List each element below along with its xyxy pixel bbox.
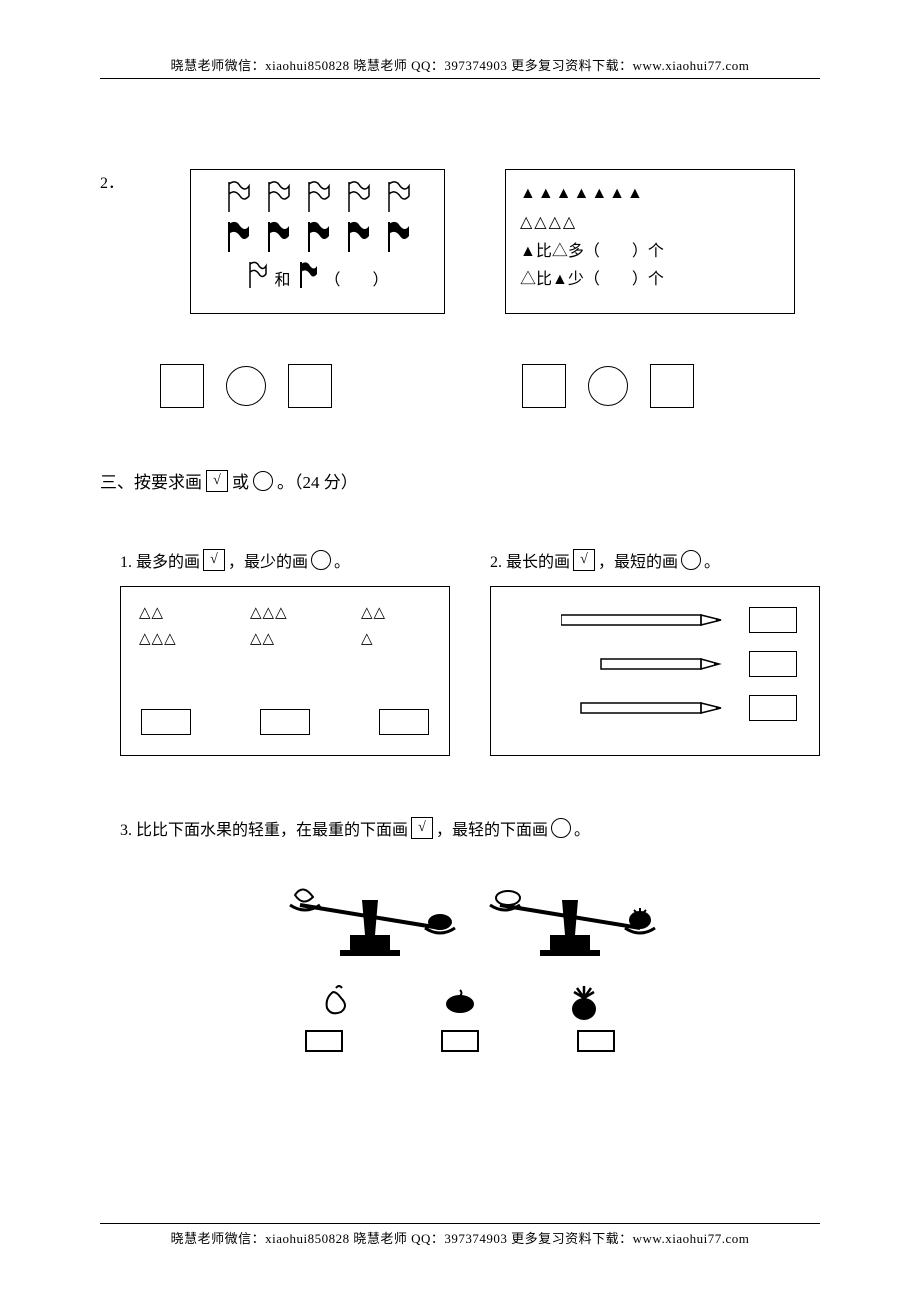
tri-cell: △ (361, 627, 431, 653)
tri-col-3: △△ △ (361, 601, 431, 652)
answer-square[interactable] (650, 364, 694, 408)
pear-icon (319, 984, 353, 1018)
flag-outline-icon (305, 180, 331, 214)
answer-box[interactable] (141, 709, 191, 735)
flag-filled-icon (305, 220, 331, 254)
flag-filled-icon (265, 220, 291, 254)
flag-filled-icon (297, 260, 319, 290)
check-box-icon: √ (411, 817, 433, 839)
answer-box[interactable] (441, 1030, 479, 1052)
answer-square[interactable] (522, 364, 566, 408)
pencil-row (513, 607, 797, 633)
sub-q3-label: 3. 比比下面水果的轻重，在最重的下面画 √ ，最轻的下面画 。 (120, 816, 820, 840)
label-text: ，最短的画 (598, 548, 678, 572)
label-text: 。 (704, 548, 720, 572)
flag-row-filled (205, 220, 430, 254)
flag-filled-icon (345, 220, 371, 254)
answer-box[interactable] (749, 695, 797, 721)
answer-circle[interactable] (226, 366, 266, 406)
section-3-title: 三、按要求画 √ 或 。（24 分） (100, 468, 820, 493)
fruit-icons-row (100, 984, 820, 1022)
pencil-icon (561, 655, 731, 673)
pineapple-icon (567, 984, 601, 1022)
tri-cell: △△△ (250, 601, 320, 627)
text-paren: （ ） (325, 266, 389, 290)
plum-icon (443, 984, 477, 1018)
tri-cell: △△ (139, 601, 209, 627)
flag-outline-icon (345, 180, 371, 214)
label-text: 1. 最多的画 (120, 548, 200, 572)
answer-box[interactable] (577, 1030, 615, 1052)
flag-row-summary: 和 （ ） (205, 260, 430, 290)
tri-cell: △△ (361, 601, 431, 627)
page-header: 晓慧老师微信：xiaohui850828 晓慧老师 QQ：397374903 更… (100, 55, 820, 79)
sub-questions-row: 1. 最多的画 √ ，最少的画 。 △△ △△△ △△△ △△ (100, 548, 820, 756)
sub-q2: 2. 最长的画 √ ，最短的画 。 (490, 548, 820, 756)
circle-icon (311, 550, 331, 570)
label-text: 3. 比比下面水果的轻重，在最重的下面画 (120, 816, 408, 840)
label-text: 。 (334, 548, 350, 572)
sub-q1: 1. 最多的画 √ ，最少的画 。 △△ △△△ △△△ △△ (120, 548, 450, 756)
check-box-icon: √ (206, 470, 228, 492)
q2-number-label: 2． (100, 169, 130, 193)
title-text: 或 (232, 468, 249, 493)
tri-compare-line-2: △比▲少（ ）个 (520, 266, 780, 295)
check-box-icon: √ (203, 549, 225, 571)
flag-outline-icon (246, 260, 268, 290)
flag-row-outline (205, 180, 430, 214)
question-2-row: 2． 和 （ ） ▲ (100, 169, 820, 314)
answer-box[interactable] (749, 651, 797, 677)
flag-filled-icon (385, 220, 411, 254)
answer-box[interactable] (260, 709, 310, 735)
pencil-row (513, 651, 797, 677)
label-text: ，最少的画 (228, 548, 308, 572)
triangles-box: ▲▲▲▲▲▲▲ △△△△ ▲比△多（ ）个 △比▲少（ ）个 (505, 169, 795, 314)
circle-icon (681, 550, 701, 570)
label-text: ，最轻的下面画 (436, 816, 548, 840)
pencil-box (490, 586, 820, 756)
check-box-icon: √ (573, 549, 595, 571)
sub-q2-label: 2. 最长的画 √ ，最短的画 。 (490, 548, 820, 572)
answer-square[interactable] (160, 364, 204, 408)
label-text: 2. 最长的画 (490, 548, 570, 572)
answer-box[interactable] (305, 1030, 343, 1052)
sub-q1-label: 1. 最多的画 √ ，最少的画 。 (120, 548, 450, 572)
tri-filled-row: ▲▲▲▲▲▲▲ (520, 180, 780, 209)
flag-outline-icon (265, 180, 291, 214)
tri-col-2: △△△ △△ (250, 601, 320, 652)
fruit-answer-row (100, 1030, 820, 1052)
pencil-row (513, 695, 797, 721)
answer-circle[interactable] (588, 366, 628, 406)
answer-square[interactable] (288, 364, 332, 408)
flags-box: 和 （ ） (190, 169, 445, 314)
pencil-icon (561, 611, 731, 629)
title-text: 。（24 分） (277, 468, 358, 493)
tri-outline-row: △△△△ (520, 209, 780, 238)
flag-outline-icon (385, 180, 411, 214)
flag-outline-icon (225, 180, 251, 214)
circle-icon (253, 471, 273, 491)
balance-scales (100, 880, 820, 960)
page-footer: 晓慧老师微信：xiaohui850828 晓慧老师 QQ：397374903 更… (100, 1223, 820, 1247)
tri-compare-line-1: ▲比△多（ ）个 (520, 238, 780, 267)
q2-answer-slots (160, 314, 820, 408)
title-text: 三、按要求画 (100, 468, 202, 493)
circle-icon (551, 818, 571, 838)
answer-box[interactable] (379, 709, 429, 735)
label-text: 。 (574, 816, 590, 840)
scales-icon (250, 880, 670, 960)
flag-filled-icon (225, 220, 251, 254)
triangle-count-box: △△ △△△ △△△ △△ △△ △ (120, 586, 450, 756)
pencil-icon (561, 699, 731, 717)
tri-cell: △△ (250, 627, 320, 653)
tri-cell: △△△ (139, 627, 209, 653)
answer-box[interactable] (749, 607, 797, 633)
tri-col-1: △△ △△△ (139, 601, 209, 652)
text-and: 和 (274, 266, 290, 290)
